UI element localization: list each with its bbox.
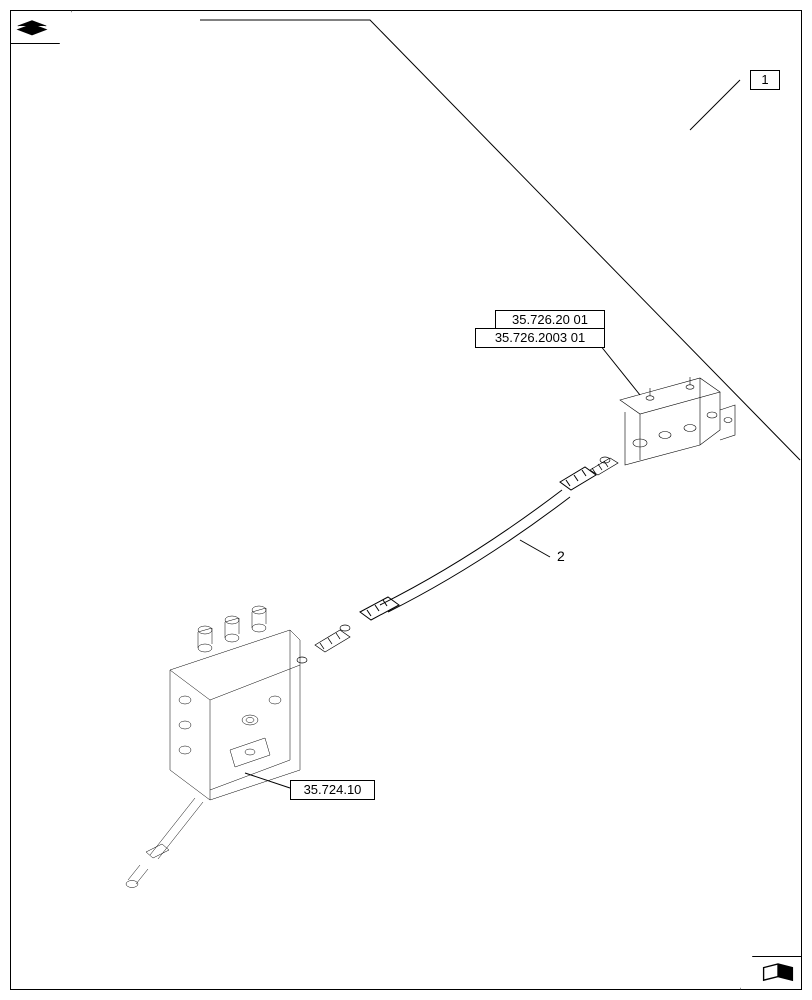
ref-box-upper-b: 35.726.2003 01	[475, 328, 605, 348]
frame	[10, 10, 802, 990]
ref-box-upper-a: 35.726.20 01	[495, 310, 605, 330]
book-open-icon	[760, 960, 796, 986]
callout-label-2: 2	[557, 548, 565, 564]
callout-box-1: 1	[750, 70, 780, 90]
page: 1 35.726.20 01 35.726.2003 01 2 35.724.1…	[0, 0, 812, 1000]
ref-box-lower: 35.724.10	[290, 780, 375, 800]
book-icon	[16, 14, 48, 38]
